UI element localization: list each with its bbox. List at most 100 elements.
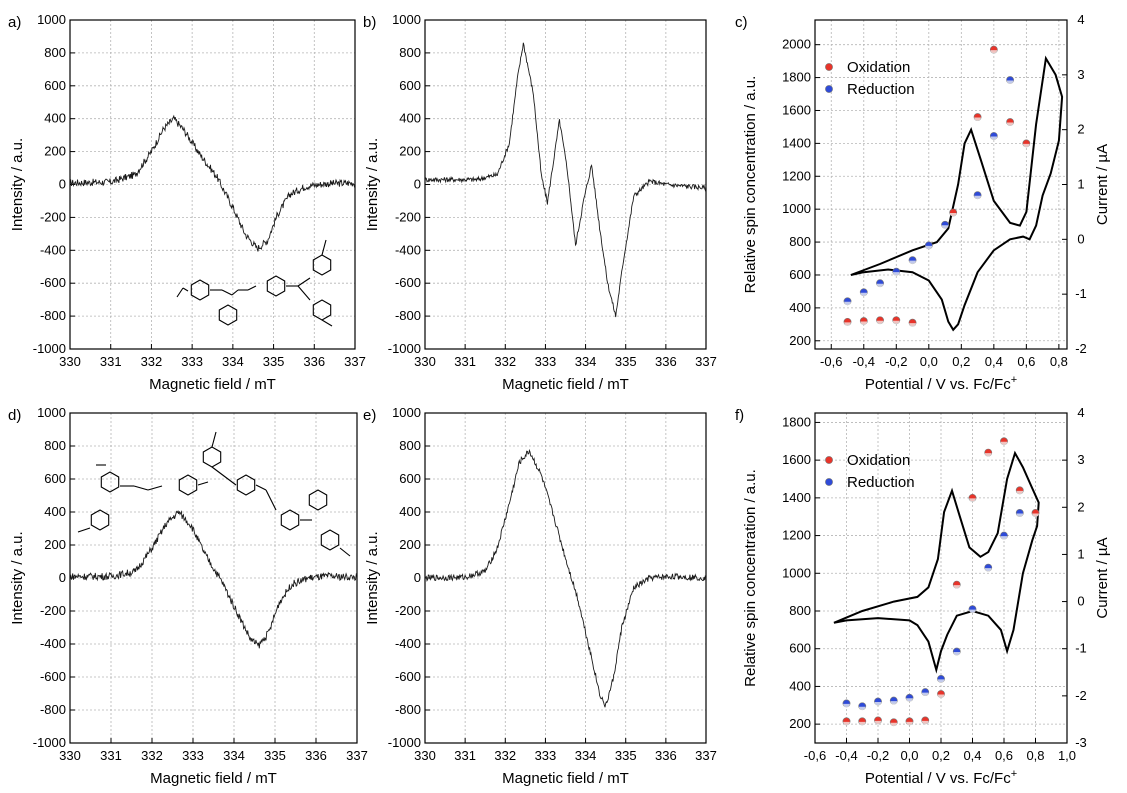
y-tick-label: -1000 [33,735,66,750]
data-point-highlight [1000,441,1008,446]
y-tick-label: 800 [44,45,66,60]
data-point-highlight [1016,513,1024,517]
data-point-highlight [953,652,961,656]
y-tick-label: 0 [59,177,66,192]
y-tick-label: -800 [395,702,421,717]
benzene-ring [312,254,332,276]
y2-tick-label: -2 [1075,341,1087,356]
benzene-ring [312,299,332,321]
x-tick-label: 0,2 [932,748,950,763]
epr-spectrum-line [69,114,356,252]
y-tick-label: -600 [395,669,421,684]
data-point-highlight [860,292,868,297]
y2-tick-label: 0 [1077,231,1084,246]
y-tick-label: 800 [399,438,421,453]
x-tick-label: 335 [615,748,637,763]
bond-line [77,527,91,533]
y-axis-label: Intensity / a.u. [9,531,26,624]
panel-label: d) [8,407,21,424]
y-tick-label: -1000 [388,735,421,750]
y-tick-label: 1000 [392,12,421,27]
y-tick-label: 1000 [782,201,811,216]
x-tick-label: -0,6 [820,354,842,369]
panel-b: 330 331 332 333 334 335 336 337 -1000 -800 -600 -40… [363,12,717,393]
y-tick-label: 200 [399,144,421,159]
data-point-highlight [844,301,851,306]
x-tick-label: 334 [223,748,245,763]
x-tick-label: 0,8 [1050,354,1068,369]
data-point-highlight [984,453,992,457]
panel-label: b) [363,14,376,31]
y2-tick-label: -3 [1075,735,1087,750]
benzene-ring [236,474,256,496]
y-tick-label: 600 [399,471,421,486]
bond-line [211,431,217,448]
y2-tick-label: 1 [1077,546,1084,561]
legend-marker [825,85,833,93]
y-tick-label: -200 [40,603,66,618]
epr-spectrum-line [69,509,358,649]
legend-label: Reduction [847,81,915,98]
bond-line [321,239,327,256]
y-tick-label: 1000 [37,12,66,27]
y-tick-label: -600 [40,669,66,684]
y-tick-label: -800 [40,702,66,717]
data-point-highlight [1022,143,1030,148]
panel-label: c) [735,14,748,31]
data-point-highlight [843,721,850,726]
y-tick-label: 0 [414,570,421,585]
y-tick-label: 1400 [782,135,811,150]
y-tick-label: -400 [40,636,66,651]
y-tick-label: -600 [40,275,66,290]
bond-line [221,289,233,296]
x-axis-label-superscript: + [1011,374,1017,386]
data-point-highlight [921,692,929,696]
y-axis-label: Relative spin concentration / a.u. [742,76,759,294]
x-tick-label: 335 [615,354,637,369]
y-axis-label: Relative spin concentration / a.u. [742,469,759,687]
y2-tick-label: 0 [1077,594,1084,609]
x-tick-label: 331 [454,354,476,369]
x-tick-label: 336 [655,354,677,369]
panel-c: -0,6 -0,4 -0,2 0,0 0,2 0,4 0,6 0,8 200 400 600 800 1… [735,12,1111,393]
y2-tick-label: 3 [1077,452,1084,467]
y-tick-label: 200 [789,716,811,731]
data-point-highlight [858,706,866,711]
data-point-highlight [892,272,900,276]
data-point-highlight [874,702,882,706]
benzene-ring [218,304,238,326]
data-point-highlight [1000,536,1008,540]
y-tick-label: -200 [395,209,421,224]
benzene-ring [190,279,210,301]
y-tick-label: -400 [40,242,66,257]
data-point-highlight [1006,122,1014,126]
y-tick-label: 600 [44,471,66,486]
bond-line [321,319,333,327]
x-tick-label: 0,4 [985,354,1003,369]
data-point-highlight [921,720,929,725]
bond-line [255,484,267,491]
bond-line [265,489,277,511]
bond-line [297,285,311,301]
x-tick-label: 333 [535,354,557,369]
y2-tick-label: 1 [1077,177,1084,192]
x-tick-label: 335 [263,354,285,369]
y-tick-label: -1000 [388,341,421,356]
y-tick-label: 0 [414,177,421,192]
data-point-highlight [1006,80,1014,84]
y2-tick-label: -2 [1075,688,1087,703]
x-tick-label: 336 [305,748,327,763]
y-tick-label: 800 [789,603,811,618]
y-tick-label: 200 [44,144,66,159]
x-tick-label: -0,2 [885,354,907,369]
x-axis-label: Magnetic field / mT [149,376,276,393]
data-point-highlight [876,283,884,288]
benzene-ring [320,529,340,551]
legend-marker [825,63,833,71]
data-point-highlight [909,323,916,327]
y-tick-label: -400 [395,242,421,257]
bond-line [211,466,237,486]
y-tick-label: -400 [395,636,421,651]
bond-line [297,277,311,287]
data-point-highlight [844,322,851,326]
